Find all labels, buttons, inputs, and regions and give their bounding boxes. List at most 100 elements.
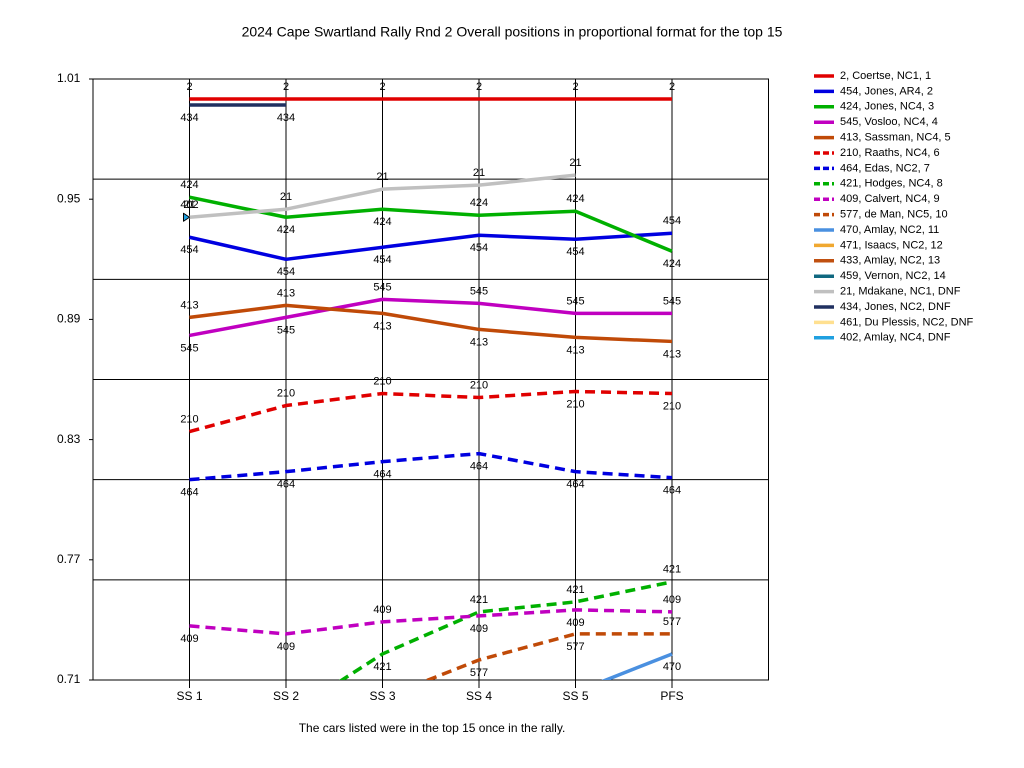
data-label: 577 <box>566 641 584 653</box>
x-tick-label: SS 4 <box>466 689 492 703</box>
data-label: 413 <box>277 287 295 299</box>
legend-label: 421, Hodges, NC4, 8 <box>840 178 943 190</box>
plot-lines <box>183 97 673 680</box>
data-label: 434 <box>277 112 295 124</box>
data-label: 454 <box>663 215 681 227</box>
x-tick-label: SS 5 <box>562 689 588 703</box>
data-label: 424 <box>277 224 295 236</box>
legend-label: 21, Mdakane, NC1, DNF <box>840 286 961 298</box>
data-label: 454 <box>566 246 584 258</box>
legend-label: 434, Jones, NC2, DNF <box>840 301 951 313</box>
data-label: 421 <box>470 594 488 606</box>
data-label: 424 <box>373 216 391 228</box>
series-line <box>189 451 673 482</box>
legend-label: 461, Du Plessis, NC2, DNF <box>840 316 974 328</box>
data-label: 424 <box>180 179 198 191</box>
legend-label: 409, Calvert, NC4, 9 <box>840 193 940 205</box>
series-line <box>189 303 673 344</box>
legend-label: 471, Isaacs, NC2, 12 <box>840 239 943 251</box>
y-tick-label: 1.01 <box>57 71 81 85</box>
legend-label: 402, Amlay, NC4, DNF <box>840 332 951 344</box>
data-label: 210 <box>470 379 488 391</box>
data-label: 464 <box>566 479 584 491</box>
data-label: 577 <box>663 616 681 628</box>
y-tick-label: 0.71 <box>57 672 81 686</box>
data-label: 409 <box>663 594 681 606</box>
series-line <box>189 389 673 434</box>
data-label: 470 <box>663 661 681 673</box>
data-label: 421 <box>663 564 681 576</box>
data-label: 454 <box>373 254 391 266</box>
x-tick-label: SS 3 <box>369 689 395 703</box>
legend-label: 433, Amlay, NC2, 13 <box>840 255 940 267</box>
data-label: 210 <box>566 398 584 410</box>
data-label: 545 <box>373 281 391 293</box>
data-label: 421 <box>566 584 584 596</box>
data-label: 545 <box>470 285 488 297</box>
legend-label: 464, Edas, NC2, 7 <box>840 162 930 174</box>
data-label: 21 <box>280 191 292 203</box>
data-label: 21 <box>376 171 388 183</box>
data-label: 413 <box>663 348 681 360</box>
data-label: 409 <box>277 641 295 653</box>
data-label: 210 <box>180 413 198 425</box>
series-line <box>189 173 576 219</box>
data-label: 409 <box>180 633 198 645</box>
data-label: 21 <box>473 167 485 179</box>
data-label: 210 <box>373 375 391 387</box>
data-label: 2 <box>186 81 192 93</box>
data-label: 454 <box>277 266 295 278</box>
data-label: 464 <box>470 461 488 473</box>
data-label: 421 <box>373 661 391 673</box>
series-line <box>189 195 673 253</box>
data-label: 402 <box>180 199 198 211</box>
data-label: 545 <box>663 295 681 307</box>
chart-title: 2024 Cape Swartland Rally Rnd 2 Overall … <box>242 24 783 40</box>
note: The cars listed were in the top 15 once … <box>299 721 566 735</box>
data-label: 464 <box>663 485 681 497</box>
data-label: 545 <box>566 295 584 307</box>
legend-label: 413, Sassman, NC4, 5 <box>840 132 951 144</box>
data-label: 210 <box>663 400 681 412</box>
data-label: 21 <box>569 157 581 169</box>
y-tick-label: 0.77 <box>57 552 81 566</box>
data-label: 2 <box>669 81 675 93</box>
x-tick-label: SS 2 <box>273 689 299 703</box>
legend-label: 459, Vernon, NC2, 14 <box>840 270 946 282</box>
legend-label: 210, Raaths, NC4, 6 <box>840 147 940 159</box>
data-label: 409 <box>470 623 488 635</box>
series-line <box>423 632 672 680</box>
legend-label: 470, Amlay, NC2, 11 <box>840 224 939 236</box>
data-label: 409 <box>566 617 584 629</box>
data-label: 424 <box>663 258 681 270</box>
y-tick-label: 0.89 <box>57 312 81 326</box>
legend-label: 545, Vosloo, NC4, 4 <box>840 116 938 128</box>
series-line <box>601 652 673 680</box>
legend-label: 424, Jones, NC4, 3 <box>840 101 934 113</box>
data-label: 2 <box>379 81 385 93</box>
legend-label: 454, Jones, AR4, 2 <box>840 85 933 97</box>
data-label: 434 <box>180 112 198 124</box>
series-line <box>189 231 673 262</box>
data-label: 577 <box>470 667 488 679</box>
x-tick-label: SS 1 <box>176 689 202 703</box>
data-label: 464 <box>373 469 391 481</box>
data-label: 2 <box>476 81 482 93</box>
data-label: 545 <box>277 324 295 336</box>
data-label: 2 <box>572 81 578 93</box>
data-label: 413 <box>566 344 584 356</box>
data-label: 413 <box>373 320 391 332</box>
data-label: 454 <box>470 242 488 254</box>
x-tick-label: PFS <box>660 689 683 703</box>
data-label: 413 <box>470 336 488 348</box>
y-tick-label: 0.95 <box>57 191 81 205</box>
data-label: 545 <box>180 342 198 354</box>
y-tick-label: 0.83 <box>57 432 81 446</box>
data-label: 424 <box>566 193 584 205</box>
data-label: 2 <box>283 81 289 93</box>
data-label: 464 <box>277 479 295 491</box>
data-label: 409 <box>373 604 391 616</box>
series-line <box>189 297 672 338</box>
